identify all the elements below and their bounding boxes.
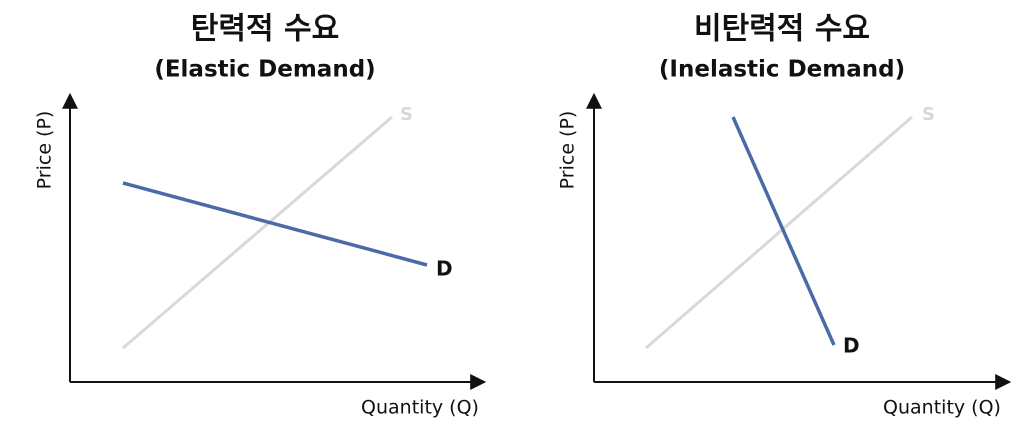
- supply-line: [645, 115, 913, 350]
- supply-line: [122, 115, 393, 350]
- x-axis-label: Quantity (Q): [883, 397, 1001, 419]
- supply-label: S: [400, 104, 413, 125]
- demand-line: [731, 116, 836, 346]
- inelastic-panel: 비탄력적 수요 (Inelastic Demand) Price (P) Qua…: [557, 12, 1012, 419]
- panel-title: 탄력적 수요: [191, 12, 339, 47]
- y-axis-label: Price (P): [557, 111, 579, 190]
- panel-title: 비탄력적 수요: [694, 12, 870, 47]
- panel-subtitle: (Inelastic Demand): [659, 57, 905, 83]
- y-axis-label: Price (P): [34, 111, 56, 190]
- supply-label: S: [922, 104, 935, 125]
- panel-subtitle: (Elastic Demand): [154, 57, 375, 83]
- elastic-panel: 탄력적 수요 (Elastic Demand) Price (P) Quanti…: [34, 12, 487, 419]
- demand-label: D: [436, 257, 453, 281]
- demand-label: D: [843, 334, 860, 358]
- demand-line: [122, 181, 428, 267]
- x-axis-label: Quantity (Q): [361, 397, 479, 419]
